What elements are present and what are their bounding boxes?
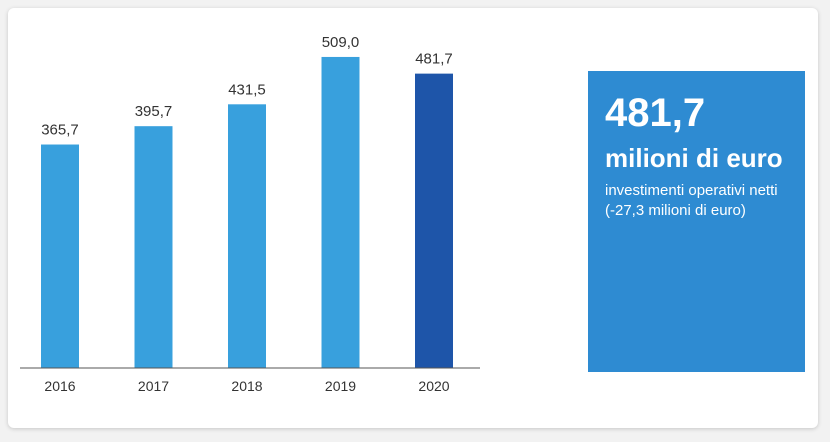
x-tick-2020: 2020 — [418, 378, 449, 394]
data-label-2017: 395,7 — [135, 103, 173, 120]
bar-2019 — [321, 56, 360, 368]
kpi-unit: milioni di euro — [605, 143, 783, 173]
kpi-value: 481,7 — [605, 91, 706, 135]
bar-2016 — [41, 144, 79, 368]
kpi-description: investimenti operativi netti (-27,3 mili… — [605, 182, 778, 219]
x-tick-2018: 2018 — [231, 378, 262, 394]
bar-2020 — [415, 73, 453, 368]
data-label-2019: 509,0 — [322, 34, 360, 51]
kpi-panel: 481,7 milioni di euro investimenti opera… — [588, 71, 805, 372]
data-label-2016: 365,7 — [41, 122, 79, 139]
x-tick-2017: 2017 — [138, 378, 169, 394]
data-label-2020: 481,7 — [415, 51, 453, 68]
x-tick-2016: 2016 — [44, 378, 75, 394]
bar-2018 — [228, 104, 266, 369]
data-label-2018: 431,5 — [228, 81, 266, 98]
bar-2017 — [134, 126, 173, 368]
x-tick-2019: 2019 — [325, 378, 356, 394]
